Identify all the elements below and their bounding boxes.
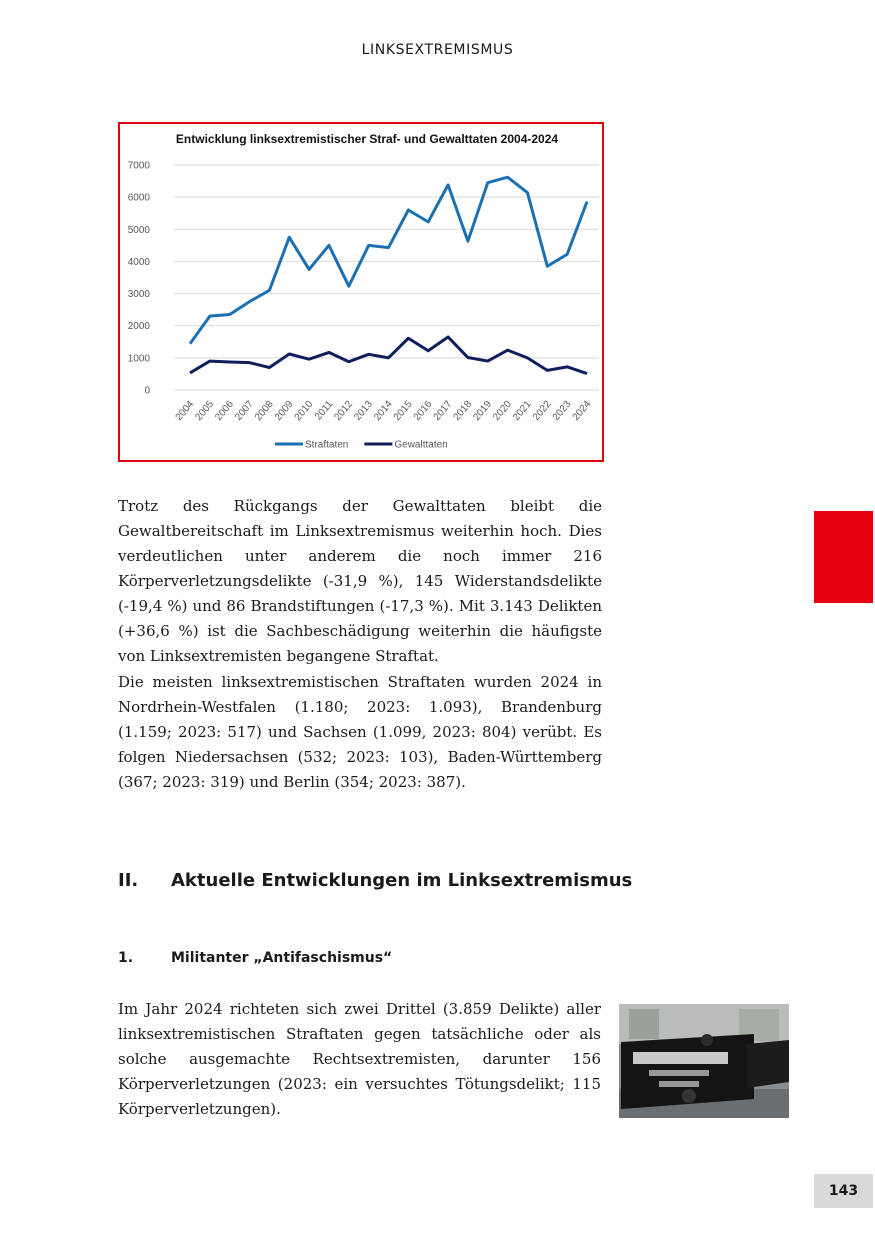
heading-title: Militanter „Antifaschismus“ [171, 950, 393, 966]
subsection-heading: 1. Militanter „Antifaschismus“ [118, 950, 392, 966]
x-tick-label: 2015 [392, 399, 415, 423]
x-tick-label: 2016 [412, 399, 435, 423]
x-tick-label: 2014 [372, 399, 395, 423]
x-tick-label: 2022 [531, 399, 554, 423]
x-tick-label: 2009 [273, 399, 296, 423]
x-tick-label: 2008 [253, 399, 276, 423]
paragraph: Im Jahr 2024 richteten sich zwei Drittel… [118, 1000, 601, 1118]
x-tick-label: 2013 [352, 399, 375, 423]
x-tick-label: 2020 [491, 399, 514, 423]
x-tick-label: 2005 [193, 399, 216, 423]
x-tick-label: 2007 [233, 399, 256, 423]
x-tick-label: 2019 [471, 399, 494, 423]
x-tick-label: 2018 [451, 399, 474, 423]
y-tick-label: 7000 [128, 161, 151, 172]
heading-title: Aktuelle Entwicklungen im Linksextremism… [171, 870, 633, 891]
chapter-tab [814, 511, 873, 603]
y-tick-label: 6000 [128, 193, 151, 204]
section-heading: II. Aktuelle Entwicklungen im Linksextrem… [118, 870, 632, 891]
x-tick-label: 2023 [551, 399, 574, 423]
series-line [189, 335, 588, 376]
legend-label: Gewalttaten [394, 440, 447, 451]
y-tick-label: 0 [144, 386, 150, 397]
x-tick-label: 2017 [432, 399, 455, 423]
x-tick-label: 2006 [213, 399, 236, 423]
y-tick-label: 2000 [128, 321, 151, 332]
series-line [188, 175, 589, 345]
chart-frame: Entwicklung linksextremistischer Straf- … [118, 122, 604, 462]
y-tick-label: 4000 [128, 257, 151, 268]
x-tick-label: 2004 [174, 399, 197, 423]
y-tick-label: 3000 [128, 289, 151, 300]
x-tick-label: 2021 [511, 399, 534, 423]
paragraph: Trotz des Rückgangs der Gewalttaten blei… [118, 497, 602, 665]
page-number: 143 [814, 1174, 873, 1208]
legend-label: Straftaten [305, 440, 348, 451]
paragraph: Die meisten linksextremistischen Strafta… [118, 673, 602, 791]
x-tick-label: 2012 [332, 399, 355, 423]
heading-number: II. [118, 870, 139, 891]
chart: Entwicklung linksextremistischer Straf- … [128, 132, 599, 451]
y-tick-label: 5000 [128, 225, 151, 236]
running-header: LINKSEXTREMISMUS [361, 42, 514, 58]
y-tick-label: 1000 [128, 353, 151, 364]
x-tick-label: 2011 [313, 399, 336, 423]
x-tick-label: 2024 [571, 399, 594, 423]
heading-number: 1. [118, 950, 134, 966]
photo [619, 1004, 789, 1118]
x-tick-label: 2010 [293, 399, 316, 423]
chart-title: Entwicklung linksextremistischer Straf- … [176, 132, 558, 146]
